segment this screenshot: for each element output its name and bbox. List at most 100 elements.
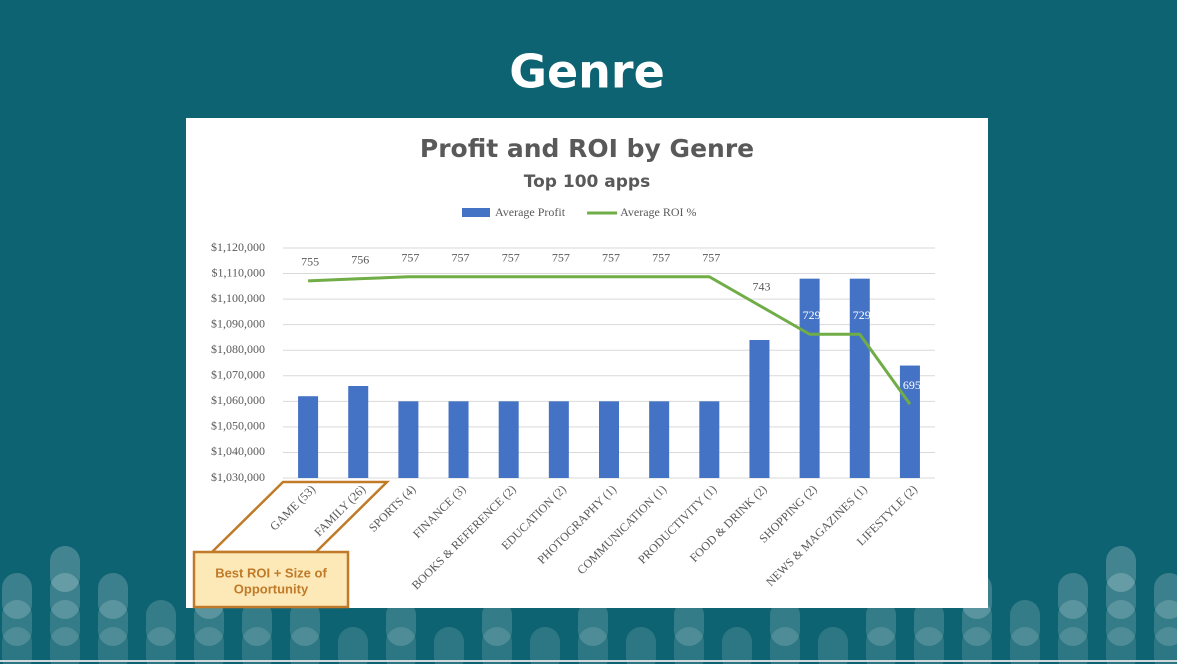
decor-pill (482, 627, 512, 664)
legend-swatch (462, 208, 490, 217)
decor-pill (2, 573, 32, 619)
decor-pill (290, 600, 320, 646)
y-tick-label: $1,110,000 (211, 265, 265, 279)
data-label: 757 (452, 251, 470, 265)
decor-pill (1106, 573, 1136, 619)
decor-pill (578, 627, 608, 664)
decor-pill (914, 627, 944, 664)
decor-pill (50, 627, 80, 664)
decor-pill (50, 546, 80, 592)
data-label: 756 (351, 253, 369, 267)
y-tick-label: $1,090,000 (211, 316, 265, 330)
decor-pill (386, 627, 416, 664)
bar (799, 278, 820, 478)
bar (749, 340, 770, 478)
chart-title: Profit and ROI by Genre (420, 134, 754, 163)
decor-pill (1010, 627, 1040, 664)
decor-pill (770, 600, 800, 646)
decor-pill (98, 600, 128, 646)
bar (498, 401, 519, 478)
line (308, 275, 912, 405)
bar (599, 401, 619, 478)
decor-pill (770, 627, 800, 664)
bar (649, 401, 670, 478)
data-label: 757 (652, 251, 670, 265)
decor-pill (578, 600, 608, 646)
decor-pill (914, 600, 944, 646)
decor-pill (146, 600, 176, 646)
decor-pill (242, 600, 272, 646)
decoration (0, 546, 1177, 664)
decor-pill (962, 600, 992, 646)
decor-pill (482, 600, 512, 646)
y-tick-label: $1,060,000 (211, 393, 265, 407)
y-tick-label: $1,040,000 (211, 444, 265, 458)
decor-pill (98, 573, 128, 619)
data-label: 757 (502, 251, 520, 265)
decor-pill (1106, 600, 1136, 646)
decor-pill (194, 600, 224, 646)
annotation-text: Best ROI + Size of (215, 565, 327, 580)
decor-pill (194, 627, 224, 664)
chart-subtitle: Top 100 apps (524, 172, 650, 192)
decor-pill (290, 627, 320, 664)
decor-pill (1154, 573, 1177, 619)
bar (448, 401, 469, 478)
decor-pill (2, 600, 32, 646)
legend-label: Average ROI % (620, 205, 696, 219)
decor-pill (818, 627, 848, 664)
annotation-text: Opportunity (234, 581, 309, 596)
decor-pill (146, 627, 176, 664)
decor-pill (1058, 573, 1088, 619)
slide-title: Genre (509, 45, 665, 99)
decor-pill (674, 600, 704, 646)
decor-pill (626, 627, 656, 664)
y-tick-label: $1,100,000 (211, 291, 265, 305)
decor-pill (722, 627, 752, 664)
bar (849, 278, 870, 478)
data-label: 757 (702, 251, 720, 265)
y-tick-label: $1,070,000 (211, 368, 265, 382)
data-label: 743 (752, 279, 770, 293)
decor-pill (866, 627, 896, 664)
decor-pill (2, 627, 32, 664)
decor-pill (50, 600, 80, 646)
bar (548, 401, 569, 478)
decor-pill (434, 627, 464, 664)
decor-pill (50, 573, 80, 619)
y-tick-label: $1,120,000 (211, 240, 265, 254)
bar (398, 401, 419, 478)
decor-pill (674, 627, 704, 664)
data-label: 729 (803, 308, 821, 322)
decor-pill (1058, 627, 1088, 664)
y-tick-label: $1,050,000 (211, 419, 265, 433)
decor-pill (1154, 600, 1177, 646)
decor-pill (530, 627, 560, 664)
decor-pill (1010, 600, 1040, 646)
bar (699, 401, 720, 478)
y-tick-label: $1,030,000 (211, 470, 265, 484)
data-label: 729 (853, 308, 871, 322)
decor-pill (98, 627, 128, 664)
decor-pill (1058, 600, 1088, 646)
decor-pill (1106, 627, 1136, 664)
data-label: 757 (401, 251, 419, 265)
y-tick-label: $1,080,000 (211, 342, 265, 356)
decor-pill (242, 627, 272, 664)
decor-pill (866, 600, 896, 646)
bar (348, 386, 369, 478)
legend-label: Average Profit (495, 205, 566, 219)
decor-pill (962, 627, 992, 664)
decor-pill (1154, 627, 1177, 664)
data-label: 757 (552, 251, 570, 265)
decor-pill (338, 627, 368, 664)
data-label: 757 (602, 251, 620, 265)
decor-pill (386, 600, 416, 646)
bar (298, 396, 319, 478)
data-label: 695 (903, 378, 921, 392)
annotation-box (192, 550, 350, 609)
bar (899, 365, 920, 478)
data-label: 755 (301, 255, 319, 269)
decor-pill (1106, 546, 1136, 592)
